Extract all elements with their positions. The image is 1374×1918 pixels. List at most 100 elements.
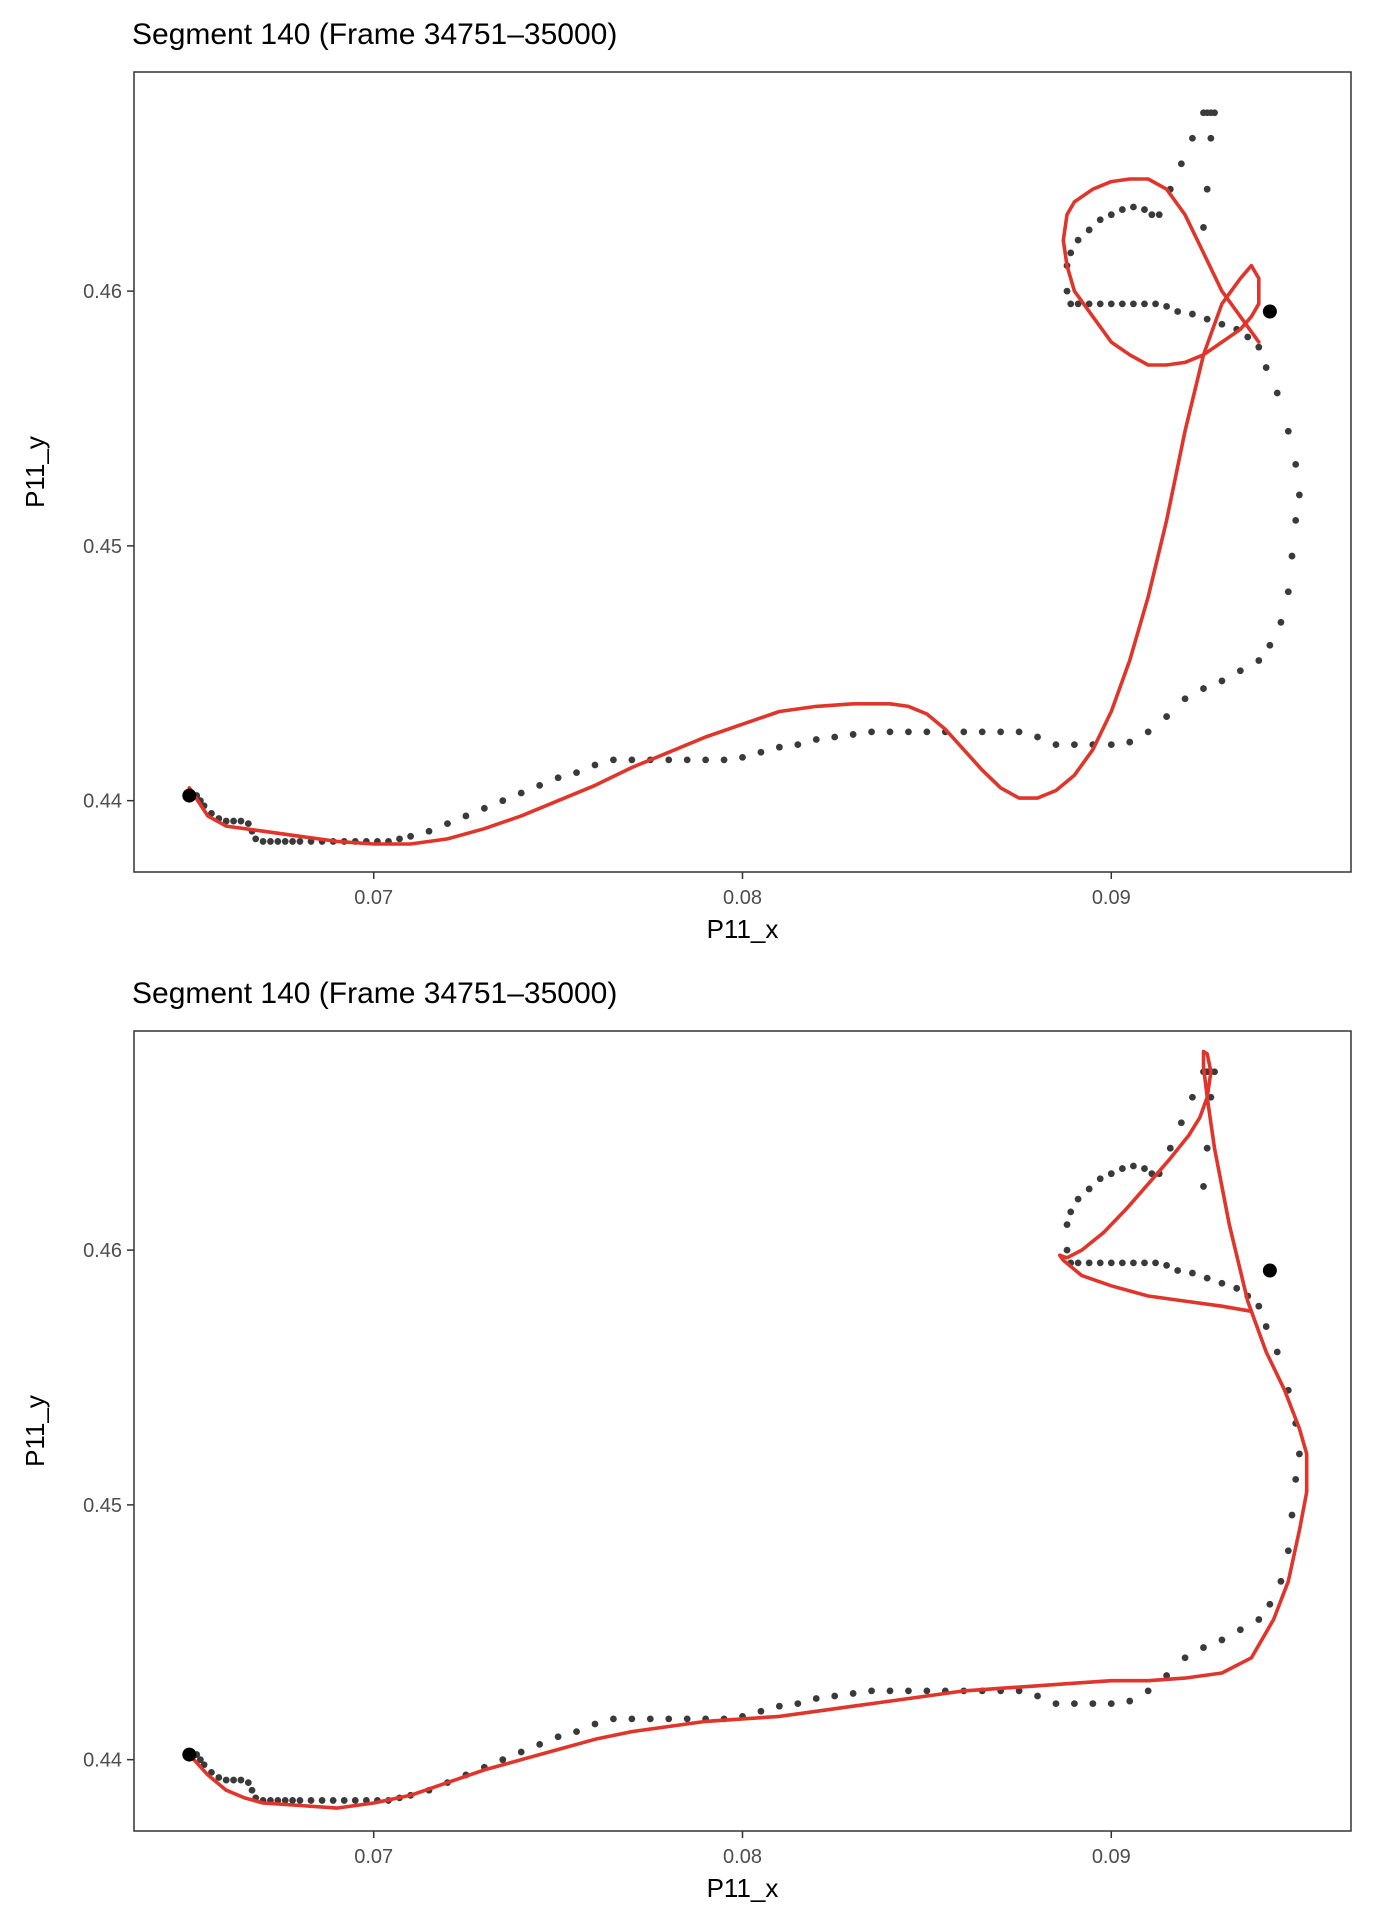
data-point	[1089, 1700, 1097, 1708]
data-point	[978, 728, 986, 736]
data-point	[1292, 1476, 1300, 1483]
data-point	[1288, 1511, 1296, 1519]
chart-title: Segment 140 (Frame 34751–35000)	[132, 18, 617, 51]
y-tick-label: 0.46	[83, 1240, 122, 1262]
data-point	[868, 1687, 875, 1695]
data-point	[1118, 1165, 1126, 1172]
data-point	[1292, 517, 1300, 524]
data-point	[1181, 1654, 1189, 1662]
data-point	[1107, 1259, 1115, 1267]
data-point	[281, 1797, 289, 1804]
plot-panel	[133, 1030, 1352, 1832]
data-point	[554, 774, 562, 782]
data-point	[1255, 657, 1263, 664]
plot-data	[182, 1049, 1309, 1810]
data-point	[1266, 641, 1274, 649]
data-point	[1063, 1246, 1071, 1254]
data-point	[1085, 1259, 1093, 1267]
chart-panel-bottom: Segment 140 (Frame 34751–35000) 0.07 0.08 0…	[0, 959, 1374, 1918]
data-point	[462, 812, 470, 820]
data-point	[1284, 1547, 1292, 1555]
data-point	[1096, 216, 1104, 224]
data-point	[1203, 1274, 1211, 1282]
data-point	[1218, 677, 1226, 685]
data-point	[1163, 1672, 1171, 1679]
data-point	[831, 733, 839, 741]
data-point	[775, 743, 783, 751]
y-tick-label: 0.44	[83, 1750, 122, 1772]
data-point	[1074, 300, 1082, 308]
data-point	[208, 1769, 215, 1776]
data-point	[1262, 364, 1270, 371]
data-point	[683, 756, 691, 764]
y-tick-label: 0.46	[83, 281, 122, 303]
data-point	[267, 838, 274, 845]
data-point	[237, 1776, 245, 1784]
data-point	[517, 789, 525, 797]
data-point	[573, 1728, 580, 1736]
y-tick-label: 0.44	[83, 791, 122, 813]
data-point	[230, 1776, 237, 1784]
data-point	[1207, 134, 1215, 142]
data-point	[573, 769, 580, 777]
data-point	[244, 1779, 252, 1786]
data-point	[1096, 1175, 1104, 1183]
data-point	[1262, 1323, 1270, 1330]
data-point	[1166, 1144, 1174, 1152]
data-point	[1126, 738, 1134, 746]
y-tick-label: 0.45	[83, 1495, 122, 1517]
data-point	[739, 753, 746, 761]
data-point	[720, 756, 728, 764]
data-point	[1015, 1687, 1023, 1695]
data-point	[1034, 733, 1041, 741]
data-point	[1211, 1068, 1218, 1076]
data-point	[274, 838, 282, 845]
data-point	[1074, 1195, 1082, 1203]
data-point	[1218, 1279, 1226, 1287]
data-point	[1096, 1259, 1104, 1267]
x-tick-label: 0.08	[723, 887, 762, 909]
data-point	[289, 1797, 296, 1804]
data-point	[1284, 427, 1292, 435]
data-point	[886, 1687, 894, 1695]
data-point	[683, 1715, 691, 1723]
data-point	[1126, 1697, 1134, 1705]
x-tick-label: 0.09	[1092, 887, 1131, 909]
chart-svg: Segment 140 (Frame 34751–35000) 0.07 0.08 0…	[20, 18, 1352, 944]
data-point	[554, 1733, 562, 1741]
data-point	[329, 1797, 337, 1804]
data-point	[923, 728, 931, 736]
data-point	[1067, 300, 1075, 308]
data-point	[215, 1774, 223, 1781]
endpoint-marker	[1262, 304, 1277, 319]
data-point	[1174, 308, 1182, 315]
data-point	[536, 781, 544, 789]
data-point	[340, 1797, 348, 1804]
data-point	[1295, 1450, 1303, 1458]
data-point	[1266, 1600, 1274, 1608]
x-axis-title: P11_x	[707, 914, 779, 944]
data-point	[1189, 134, 1196, 142]
data-point	[1096, 300, 1104, 308]
data-point	[775, 1702, 783, 1710]
data-point	[259, 838, 267, 845]
data-point	[610, 1715, 617, 1723]
data-point	[244, 820, 252, 827]
plot-data	[182, 109, 1303, 846]
data-point	[1141, 300, 1148, 308]
data-point	[1141, 206, 1148, 213]
data-point	[1074, 236, 1082, 244]
data-point	[1218, 320, 1226, 328]
data-point	[1200, 1183, 1207, 1190]
data-point	[289, 838, 296, 845]
data-point	[923, 1687, 931, 1695]
data-point	[812, 736, 820, 743]
data-point	[230, 817, 237, 825]
data-point	[1295, 491, 1303, 499]
data-point	[849, 731, 857, 738]
x-tick-label: 0.07	[354, 887, 393, 909]
data-point	[517, 1748, 525, 1756]
data-point	[1200, 224, 1207, 231]
data-point	[1107, 1700, 1115, 1708]
data-point	[1277, 618, 1285, 626]
